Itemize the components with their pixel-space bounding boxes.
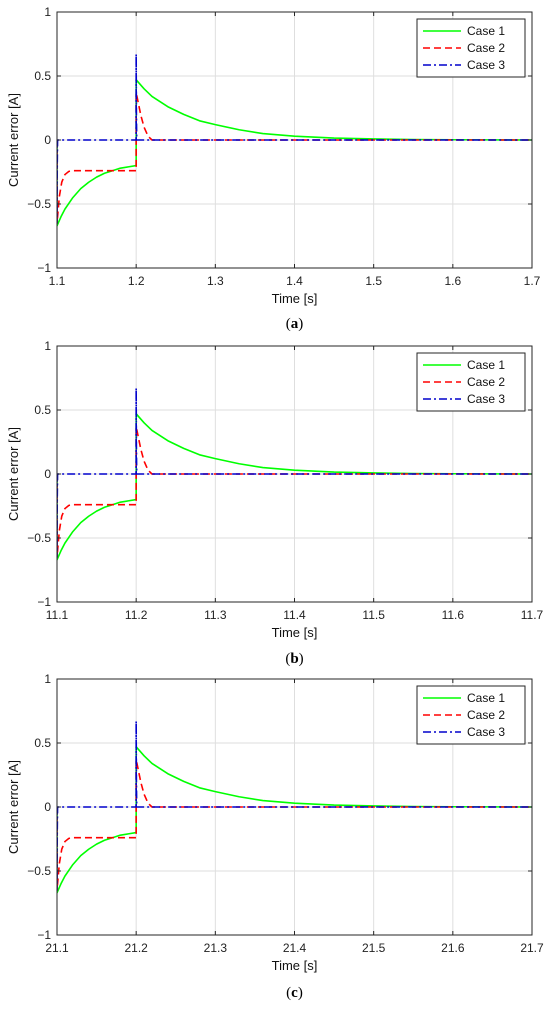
panel-a: 1.1 1.2 1.3 1.4 1.5 1.6 1.7 −1 −0.5 0 0.5 1 Time [s]…	[6, 5, 541, 332]
series-line-case-2	[57, 758, 532, 892]
y-tick-label: 1	[44, 339, 51, 353]
y-tick-label: 0	[44, 133, 51, 147]
caption-letter: a	[291, 316, 299, 332]
x-tick-label: 1.6	[444, 274, 461, 288]
x-tick-label: 11.7	[521, 608, 544, 622]
series-line-case-1	[57, 413, 532, 561]
y-tick-label: 0.5	[34, 69, 51, 83]
panel-caption: (a)	[286, 316, 304, 332]
legend: Case 1 Case 2 Case 3	[416, 18, 526, 78]
x-tick-label: 11.1	[46, 608, 69, 622]
y-tick-label: 0.5	[34, 736, 51, 750]
x-tick-label: 1.4	[286, 274, 303, 288]
x-tick-label: 1.1	[49, 274, 66, 288]
x-tick-label: 21.4	[283, 941, 307, 955]
series-line-case-2	[57, 425, 532, 559]
legend-label: Case 2	[467, 708, 505, 722]
y-axis-label: Current error [A]	[6, 93, 21, 187]
x-tick-label: 1.2	[128, 274, 145, 288]
x-tick-label: 11.2	[125, 608, 148, 622]
x-tick-label: 11.4	[283, 608, 306, 622]
caption-letter: b	[290, 651, 298, 667]
y-tick-label: 0	[44, 467, 51, 481]
y-tick-label: 0.5	[34, 403, 51, 417]
x-tick-label: 1.7	[524, 274, 541, 288]
x-tick-label: 11.5	[362, 608, 385, 622]
legend-label: Case 2	[467, 41, 505, 55]
x-axis-label: Time [s]	[272, 625, 318, 640]
caption-close-paren: )	[298, 316, 303, 332]
panel-caption: (b)	[285, 651, 303, 667]
legend: Case 1 Case 2 Case 3	[416, 685, 526, 745]
y-tick-label: −1	[37, 928, 51, 942]
y-tick-label: 0	[44, 800, 51, 814]
y-tick-label: 1	[44, 5, 51, 19]
x-tick-label: 21.2	[124, 941, 148, 955]
legend-label: Case 3	[467, 392, 505, 406]
x-axis-label: Time [s]	[272, 958, 318, 973]
x-tick-label: 11.6	[442, 608, 465, 622]
series-line-case-1	[57, 79, 532, 227]
y-tick-label: −1	[37, 595, 51, 609]
y-tick-label: −0.5	[27, 197, 51, 211]
legend: Case 1 Case 2 Case 3	[416, 352, 526, 412]
legend-label: Case 1	[467, 691, 505, 705]
x-tick-label: 11.3	[204, 608, 227, 622]
x-tick-label: 21.1	[45, 941, 69, 955]
caption-close-paren: )	[298, 985, 303, 1001]
x-tick-label: 21.6	[441, 941, 465, 955]
panel-b: 11.1 11.2 11.3 11.4 11.5 11.6 11.7 −1 −0.5 0 0.5 1 T…	[6, 339, 544, 667]
legend-label: Case 1	[467, 358, 505, 372]
y-tick-label: 1	[44, 672, 51, 686]
legend-label: Case 3	[467, 725, 505, 739]
x-axis-label: Time [s]	[272, 291, 318, 306]
y-tick-label: −1	[37, 261, 51, 275]
caption-open-paren: (	[286, 316, 291, 332]
legend-label: Case 3	[467, 58, 505, 72]
caption-open-paren: (	[286, 985, 291, 1001]
panel-c: 21.1 21.2 21.3 21.4 21.5 21.6 21.7 −1 −0.5 0 0.5 1 T…	[6, 672, 544, 1001]
y-tick-label: −0.5	[27, 864, 51, 878]
x-tick-label: 21.5	[362, 941, 386, 955]
series-line-case-2	[57, 91, 532, 224]
y-tick-label: −0.5	[27, 531, 51, 545]
panel-caption: (c)	[286, 985, 303, 1001]
series-line-case-1	[57, 746, 532, 894]
y-axis-label: Current error [A]	[6, 427, 21, 521]
x-tick-label: 1.5	[365, 274, 382, 288]
y-axis-label: Current error [A]	[6, 760, 21, 854]
x-tick-label: 21.3	[204, 941, 228, 955]
caption-close-paren: )	[299, 651, 304, 667]
x-tick-label: 1.3	[207, 274, 224, 288]
caption-open-paren: (	[285, 651, 290, 667]
caption-letter: c	[291, 985, 298, 1001]
legend-label: Case 1	[467, 24, 505, 38]
x-tick-label: 21.7	[520, 941, 544, 955]
legend-label: Case 2	[467, 375, 505, 389]
